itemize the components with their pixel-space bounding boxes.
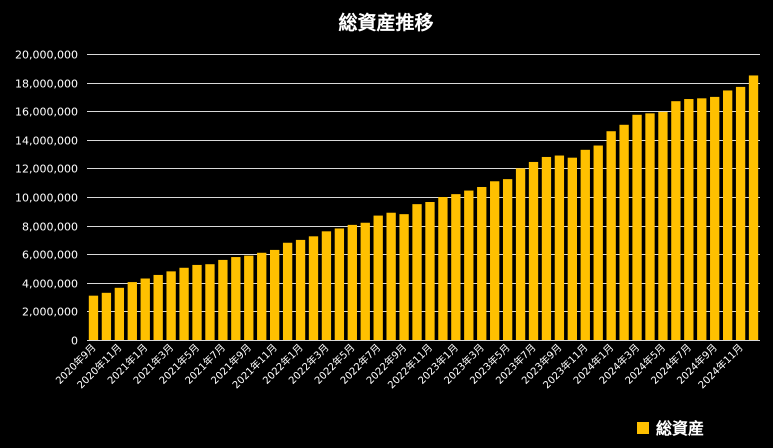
- bar: [218, 259, 228, 340]
- bar: [580, 149, 590, 340]
- bar: [412, 204, 422, 340]
- bar: [88, 295, 99, 340]
- bar: [671, 101, 681, 340]
- x-axis-tick-labels: 2020年9月2020年11月2021年1月2021年3月2021年5月2021…: [53, 341, 746, 391]
- bar: [645, 113, 655, 340]
- bar: [386, 212, 396, 340]
- bar: [399, 214, 409, 340]
- bar: [632, 114, 642, 340]
- bar: [192, 264, 202, 340]
- bar: [334, 228, 345, 340]
- bar: [127, 282, 137, 340]
- y-tick-label: 8,000,000: [22, 221, 78, 234]
- y-tick-label: 2,000,000: [22, 306, 78, 319]
- bar: [295, 239, 306, 340]
- bar: [451, 194, 461, 340]
- bar: [205, 264, 215, 340]
- bar: [541, 156, 552, 340]
- bar: [554, 155, 565, 340]
- bar: [347, 224, 357, 340]
- bar: [748, 75, 759, 340]
- bar: [477, 186, 487, 340]
- chart-title: 総資産推移: [338, 11, 433, 34]
- bar: [231, 257, 241, 340]
- bar: [490, 181, 500, 340]
- bar: [710, 96, 720, 341]
- y-axis-tick-labels: 0 2,000,000 4,000,000 6,000,000 8,000,000 10,…: [15, 49, 78, 348]
- bar: [244, 255, 254, 340]
- bar: [515, 168, 526, 340]
- y-tick-label: 0: [71, 335, 78, 348]
- bar: [321, 231, 332, 340]
- bar: [438, 197, 448, 340]
- bar: [140, 278, 150, 340]
- y-tick-label: 6,000,000: [22, 249, 78, 262]
- legend-label: 総資産: [656, 419, 704, 438]
- y-tick-label: 20,000,000: [15, 49, 78, 62]
- y-tick-label: 14,000,000: [15, 135, 78, 148]
- bar: [360, 222, 370, 340]
- bar: [270, 249, 280, 340]
- y-tick-label: 4,000,000: [22, 278, 78, 291]
- y-tick-label: 10,000,000: [15, 192, 78, 205]
- bar: [308, 236, 319, 340]
- bar: [114, 287, 125, 340]
- bar: [658, 111, 668, 340]
- bar: [606, 131, 616, 340]
- bar-series: [88, 75, 759, 341]
- y-tick-label: 12,000,000: [15, 163, 78, 176]
- bar: [373, 215, 383, 340]
- bar: [722, 90, 733, 341]
- bar: [567, 157, 577, 340]
- bar: [528, 161, 539, 340]
- y-tick-label: 18,000,000: [15, 78, 78, 91]
- bar: [502, 179, 513, 341]
- bar: [425, 202, 435, 340]
- y-tick-label: 16,000,000: [15, 106, 78, 119]
- bar: [153, 274, 163, 340]
- bar: [101, 292, 112, 340]
- legend-swatch: [637, 422, 649, 434]
- bar: [464, 190, 474, 340]
- bar: [179, 267, 189, 340]
- bar: [619, 124, 629, 340]
- bar: [166, 271, 176, 340]
- bar: [257, 252, 267, 340]
- bar: [697, 98, 707, 340]
- bar: [282, 242, 293, 340]
- bar: [735, 86, 746, 340]
- legend: 総資産: [637, 419, 704, 438]
- bar: [684, 99, 694, 340]
- bar: [593, 145, 603, 340]
